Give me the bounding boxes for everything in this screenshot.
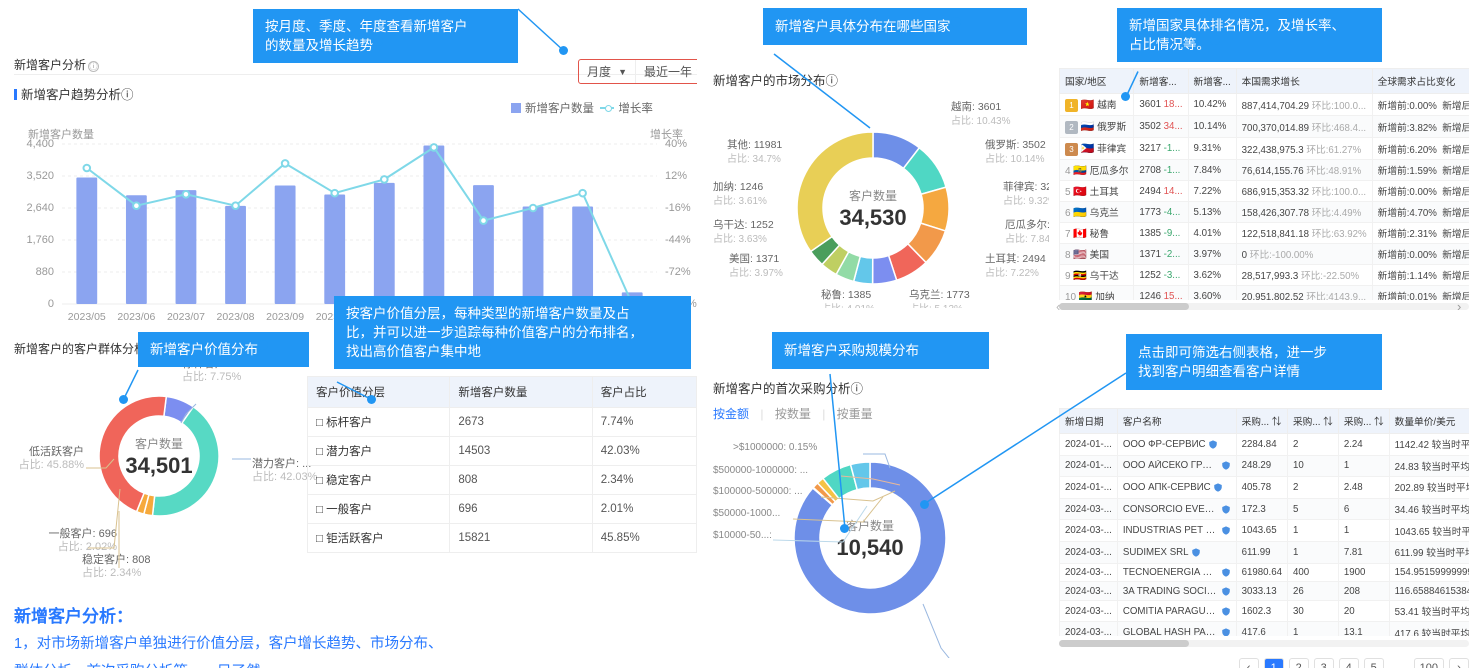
svg-text:-44%: -44% xyxy=(665,234,691,246)
svg-text:美国: 1371: 美国: 1371 xyxy=(729,252,779,265)
svg-text:2023/08: 2023/08 xyxy=(217,311,255,323)
svg-text:加纳: 1246: 加纳: 1246 xyxy=(713,180,763,193)
svg-text:占比: 3.97%: 占比: 3.97% xyxy=(729,266,783,279)
svg-text:2,640: 2,640 xyxy=(26,202,54,214)
svg-text:2023/09: 2023/09 xyxy=(266,311,304,323)
svg-text:$50000-1000...: $50000-1000... xyxy=(713,508,780,519)
svg-text:34,501: 34,501 xyxy=(125,453,192,478)
svg-text:占比: 7.22%: 占比: 7.22% xyxy=(985,266,1039,279)
svg-text:乌干达: 1252: 乌干达: 1252 xyxy=(713,218,774,231)
svg-text:$10000-50...:: $10000-50...: xyxy=(713,530,772,541)
svg-text:$500000-1000000: ...: $500000-1000000: ... xyxy=(713,465,808,476)
svg-text:-72%: -72% xyxy=(665,266,691,278)
svg-text:880: 880 xyxy=(36,266,54,278)
svg-text:3,520: 3,520 xyxy=(26,170,54,182)
svg-text:2023/05: 2023/05 xyxy=(68,311,106,323)
svg-text:4,400: 4,400 xyxy=(26,138,54,150)
svg-text:占比: 9.32%: 占比: 9.32% xyxy=(1003,194,1049,207)
svg-text:秘鲁: 1385: 秘鲁: 1385 xyxy=(821,288,871,301)
svg-text:10,540: 10,540 xyxy=(836,535,903,560)
svg-text:占比: 3.63%: 占比: 3.63% xyxy=(713,232,767,245)
svg-text:34,530: 34,530 xyxy=(839,205,906,230)
svg-text:厄瓜多尔: 27...: 厄瓜多尔: 27... xyxy=(1005,218,1049,231)
svg-text:占比: 34.7%: 占比: 34.7% xyxy=(727,152,781,165)
svg-text:40%: 40% xyxy=(665,138,687,150)
svg-text:占比: 7.84%: 占比: 7.84% xyxy=(1005,232,1049,245)
svg-text:2023/07: 2023/07 xyxy=(167,311,205,323)
svg-text:占比: 4.01%: 占比: 4.01% xyxy=(821,302,875,308)
svg-text:俄罗斯: 3502: 俄罗斯: 3502 xyxy=(985,138,1046,151)
svg-text:越南: 3601: 越南: 3601 xyxy=(951,100,1001,113)
svg-text:0: 0 xyxy=(48,298,54,310)
svg-text:$100000-500000: ...: $100000-500000: ... xyxy=(713,486,803,497)
svg-text:占比: 10.43%: 占比: 10.43% xyxy=(951,114,1011,127)
svg-text:>$1000000: 0.15%: >$1000000: 0.15% xyxy=(733,442,817,453)
svg-text:占比: 5.13%: 占比: 5.13% xyxy=(909,302,963,308)
svg-text:占比: 10.14%: 占比: 10.14% xyxy=(985,152,1045,165)
svg-text:1,760: 1,760 xyxy=(26,234,54,246)
svg-text:-16%: -16% xyxy=(665,202,691,214)
svg-text:客户数量: 客户数量 xyxy=(135,436,183,451)
svg-text:客户数量: 客户数量 xyxy=(846,518,894,533)
svg-text:客户数量: 客户数量 xyxy=(849,188,897,203)
svg-text:2023/06: 2023/06 xyxy=(117,311,155,323)
svg-text:其他: 11981: 其他: 11981 xyxy=(727,138,782,151)
svg-text:菲律宾: 32...: 菲律宾: 32... xyxy=(1003,180,1049,193)
svg-text:占比: 3.61%: 占比: 3.61% xyxy=(713,194,767,207)
svg-text:土耳其: 2494: 土耳其: 2494 xyxy=(985,252,1046,265)
svg-text:12%: 12% xyxy=(665,170,687,182)
svg-text:乌克兰: 1773: 乌克兰: 1773 xyxy=(909,288,970,301)
